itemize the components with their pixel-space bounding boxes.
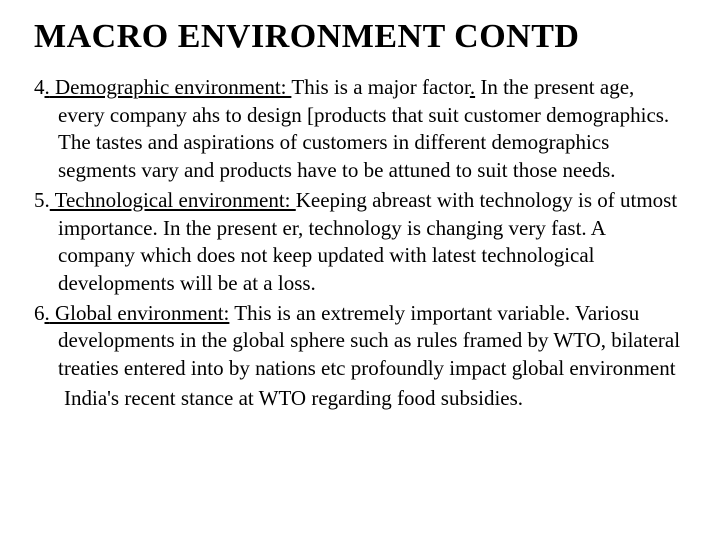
list-item: 5. Technological environment: Keeping ab… (34, 187, 686, 298)
list-item: 4. Demographic environment: This is a ma… (34, 74, 686, 185)
item-heading: Global environment: (50, 301, 230, 325)
list-item: 6. Global environment: This is an extrem… (34, 300, 686, 383)
item-number: 5 (34, 188, 45, 212)
item-number: 6 (34, 301, 45, 325)
slide-title: MACRO ENVIRONMENT CONTD (34, 18, 686, 56)
footer-line: India's recent stance at WTO regarding f… (34, 385, 686, 413)
item-heading: Demographic environment: (50, 75, 292, 99)
slide-container: MACRO ENVIRONMENT CONTD 4. Demographic e… (0, 0, 720, 413)
body-text: 4. Demographic environment: This is a ma… (34, 74, 686, 413)
item-number: 4 (34, 75, 45, 99)
item-heading: Technological environment: (50, 188, 296, 212)
item-lead: This is a major factor (291, 75, 469, 99)
